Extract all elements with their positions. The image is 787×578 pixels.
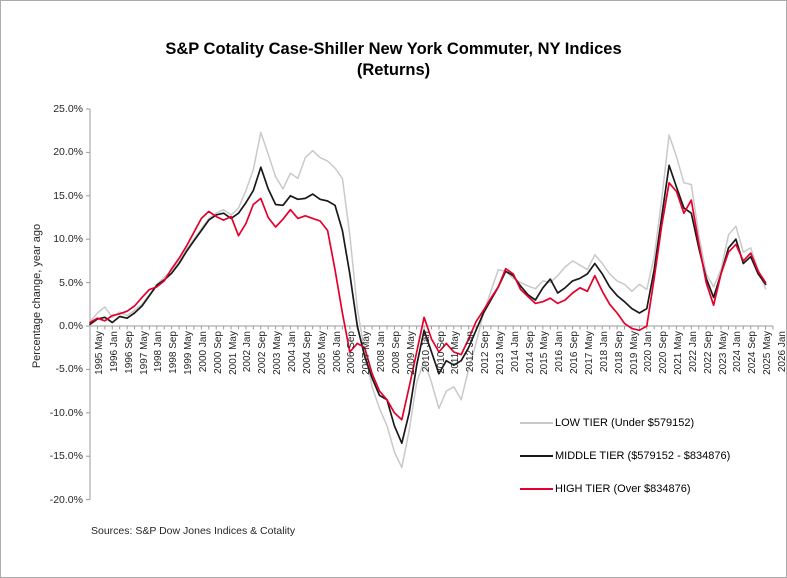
x-tick-label: 2006 Sep	[346, 331, 358, 374]
x-tick-label: 2023 May	[717, 331, 729, 375]
x-tick-label: 1996 Jan	[108, 331, 120, 373]
legend-line-swatch-low-tier	[520, 422, 553, 424]
x-tick-label: 1999 May	[183, 331, 195, 375]
chart-title-line-2: (Returns)	[356, 61, 431, 79]
x-tick-label: 2002 Sep	[257, 331, 269, 374]
x-tick-label: 1995 May	[94, 331, 105, 375]
x-tick-label: 2018 Jan	[598, 331, 610, 373]
source-note: Sources: S&P Dow Jones Indices & Cotalit…	[91, 525, 296, 537]
y-tick-label: 25.0%	[53, 103, 83, 115]
x-tick-label: 2019 May	[628, 331, 640, 375]
x-tick-label: 1998 Jan	[153, 331, 165, 373]
x-tick-label: 2024 Sep	[747, 331, 759, 374]
x-tick-label: 2017 May	[583, 331, 595, 375]
x-tick-label: 2008 Jan	[376, 331, 388, 373]
y-tick-label: -5.0%	[55, 363, 83, 376]
x-tick-label: 2014 Jan	[509, 331, 521, 373]
x-tick-label: 2010 Sep	[435, 331, 447, 374]
x-tick-label: 2008 Sep	[390, 331, 402, 374]
x-tick-label: 2022 Jan	[687, 331, 699, 373]
legend-label-low-tier: LOW TIER (Under $579152)	[555, 417, 695, 429]
x-tick-label: 2004 Sep	[301, 331, 313, 374]
x-tick-label: 2024 Jan	[732, 331, 744, 373]
y-tick-label: 5.0%	[59, 276, 83, 289]
x-tick-label: 1996 Sep	[123, 331, 135, 374]
legend-line-swatch-high-tier	[520, 488, 553, 490]
series-line-middle_tier	[89, 164, 767, 445]
x-tick-label: 2011 May	[450, 331, 462, 375]
y-tick-label: 15.0%	[53, 189, 83, 202]
x-tick-label: 1998 Sep	[168, 331, 180, 374]
y-tick-label: 0.0%	[59, 320, 83, 332]
x-tick-label: 2010 Jan	[420, 331, 432, 373]
legend-label-middle-tier: MIDDLE TIER ($579152 - $834876)	[555, 450, 731, 462]
legend-line-swatch-middle-tier	[520, 455, 553, 457]
chart-title: S&P Cotality Case-Shiller New York Commu…	[1, 39, 786, 81]
legend-item-low-tier: LOW TIER (Under $579152)	[520, 417, 694, 429]
series-line-low_tier	[89, 131, 767, 469]
x-tick-label: 2009 May	[405, 331, 417, 375]
legend-item-middle-tier: MIDDLE TIER ($579152 - $834876)	[520, 450, 730, 462]
x-tick-label: 2006 Jan	[331, 331, 343, 373]
chart-title-line-1: S&P Cotality Case-Shiller New York Commu…	[165, 40, 622, 58]
y-tick-label: -10.0%	[49, 406, 83, 419]
x-tick-label: 2014 Sep	[524, 331, 536, 374]
y-tick-label: 20.0%	[53, 146, 83, 159]
legend-item-high-tier: HIGH TIER (Over $834876)	[520, 483, 691, 495]
x-tick-label: 2012 Sep	[480, 331, 492, 374]
series-line-high_tier	[89, 181, 767, 421]
x-tick-label: 2003 May	[272, 331, 284, 375]
x-tick-label: 2002 Jan	[242, 331, 254, 373]
y-tick-label: -20.0%	[49, 493, 83, 506]
x-tick-label: 2007 May	[361, 331, 373, 375]
x-tick-label: 2021 May	[673, 331, 685, 375]
x-tick-label: 2016 Sep	[569, 331, 581, 374]
x-tick-label: 2000 Jan	[197, 331, 209, 373]
y-tick-label: -15.0%	[49, 450, 83, 463]
x-tick-label: 1997 May	[138, 331, 150, 375]
x-tick-label: 2015 May	[539, 331, 551, 375]
x-tick-label: 2020 Sep	[658, 331, 670, 374]
y-tick-label: 10.0%	[53, 233, 83, 246]
x-tick-label: 2018 Sep	[613, 331, 625, 374]
x-tick-label: 2025 May	[762, 331, 774, 375]
x-tick-label: 2004 Jan	[287, 331, 299, 373]
x-tick-label: 2020 Jan	[643, 331, 655, 373]
x-tick-label: 2012 Jan	[465, 331, 477, 373]
x-tick-label: 2000 Sep	[212, 331, 224, 374]
x-tick-label: 2013 May	[494, 331, 506, 375]
legend-label-high-tier: HIGH TIER (Over $834876)	[555, 483, 691, 495]
x-tick-label: 2005 May	[316, 331, 328, 375]
x-tick-label: 2016 Jan	[554, 331, 566, 373]
x-tick-label: 2001 May	[227, 331, 239, 375]
x-tick-label: 2026 Jan	[777, 331, 787, 373]
x-tick-label: 2022 Sep	[702, 331, 714, 374]
